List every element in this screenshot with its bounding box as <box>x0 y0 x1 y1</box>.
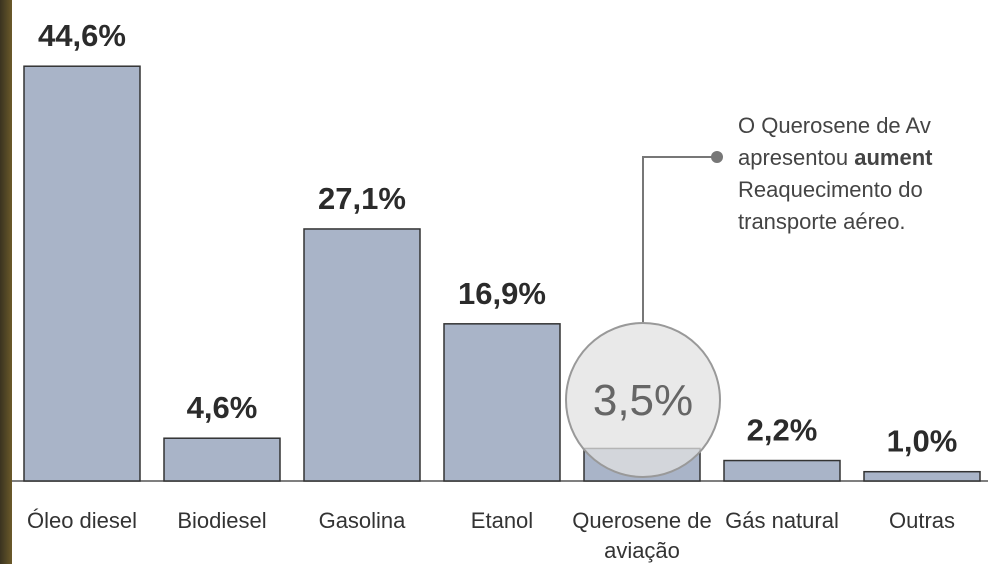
value-label: 3,5% <box>593 376 693 425</box>
bar <box>444 324 560 481</box>
annotation-text: transporte aéreo. <box>738 206 932 238</box>
annotation-bold: aument <box>854 145 932 170</box>
bar <box>24 66 140 481</box>
x-tick-label: Etanol <box>432 506 572 536</box>
value-label: 44,6% <box>38 18 126 53</box>
annotation-text: apresentou aument <box>738 142 932 174</box>
x-tick-label: Óleo diesel <box>12 506 152 536</box>
annotation-text: Reaquecimento do <box>738 174 932 206</box>
annotation-text: O Querosene de Av <box>738 110 932 142</box>
annotation-text: apresentou <box>738 145 848 170</box>
value-label: 27,1% <box>318 181 406 216</box>
bar <box>164 438 280 481</box>
annotation-dot <box>711 151 723 163</box>
bar <box>724 461 840 481</box>
value-label: 4,6% <box>187 390 258 425</box>
value-label: 1,0% <box>887 424 958 459</box>
value-label: 2,2% <box>747 413 818 448</box>
value-label: 16,9% <box>458 276 546 311</box>
bar <box>864 472 980 481</box>
photo-edge <box>0 0 12 564</box>
annotation-line <box>643 157 717 323</box>
x-tick-label: Gás natural <box>712 506 852 536</box>
x-tick-label: Outras <box>852 506 988 536</box>
chart: 44,6% 4,6% 27,1% 16,9% 3,5% 2,2% 1,0% O Queros… <box>0 0 988 564</box>
chart-canvas: 44,6% 4,6% 27,1% 16,9% 3,5% 2,2% 1,0% <box>0 0 988 564</box>
bar <box>304 229 420 481</box>
annotation: O Querosene de Av apresentou aument Reaq… <box>738 110 932 238</box>
x-tick-label: Gasolina <box>292 506 432 536</box>
x-tick-label: Querosene de aviação <box>572 506 712 564</box>
x-tick-label: Biodiesel <box>152 506 292 536</box>
